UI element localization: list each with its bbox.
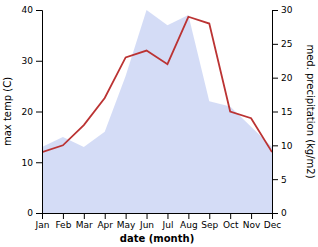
tick-mark bbox=[272, 78, 278, 79]
tick: Nov bbox=[243, 213, 261, 230]
tick-label: Apr bbox=[97, 220, 113, 230]
tick: 30 bbox=[22, 56, 42, 66]
tick: 0 bbox=[27, 208, 42, 218]
tick: Sep bbox=[201, 213, 218, 230]
tick-mark bbox=[272, 112, 278, 113]
tick: May bbox=[117, 213, 136, 230]
tick-mark bbox=[36, 61, 42, 62]
tick-label: 40 bbox=[22, 5, 34, 15]
tick-mark bbox=[209, 213, 210, 219]
tick: Aug bbox=[180, 213, 198, 230]
tick: Jun bbox=[139, 213, 154, 230]
tick-label: 0 bbox=[281, 208, 287, 218]
area bbox=[42, 10, 272, 213]
tick-label: 30 bbox=[22, 56, 34, 66]
tick: 0 bbox=[272, 208, 287, 218]
tick-label: Aug bbox=[180, 220, 198, 230]
tick-label: Feb bbox=[55, 220, 71, 230]
chart: JanFebMarAprMayJunJulAugSepOctNovDec0102… bbox=[0, 0, 318, 247]
tick-mark bbox=[272, 179, 278, 180]
tick: 15 bbox=[272, 107, 292, 117]
tick-mark bbox=[36, 10, 42, 11]
tick-mark bbox=[272, 145, 278, 146]
tick: 20 bbox=[272, 73, 293, 83]
tick: Apr bbox=[97, 213, 113, 230]
tick-mark bbox=[36, 112, 42, 113]
tick: 10 bbox=[22, 158, 42, 168]
chart-area: JanFebMarAprMayJunJulAugSepOctNovDec0102… bbox=[22, 5, 293, 230]
y-axis-title: max temp (C) bbox=[2, 77, 13, 146]
tick-label: Jul bbox=[162, 220, 174, 230]
tick: 25 bbox=[272, 39, 292, 49]
axis-line bbox=[43, 214, 273, 220]
tick-mark bbox=[105, 213, 106, 219]
tick-label: Mar bbox=[76, 220, 93, 230]
tick-label: May bbox=[117, 220, 136, 230]
tick-label: 20 bbox=[22, 107, 34, 117]
tick-mark bbox=[188, 213, 189, 219]
tick-mark bbox=[272, 10, 278, 11]
y2-axis: 0 5 10 15 20 25 30 bbox=[272, 5, 293, 218]
tick-label: 0 bbox=[27, 208, 33, 218]
tick-label: 25 bbox=[281, 39, 292, 49]
tick-label: 10 bbox=[22, 158, 34, 168]
tick: Mar bbox=[76, 213, 93, 230]
tick-mark bbox=[36, 162, 42, 163]
tick-label: Jun bbox=[139, 220, 154, 230]
tick: Jan bbox=[35, 213, 50, 230]
tick-label: 10 bbox=[281, 141, 293, 151]
tick: Jul bbox=[162, 213, 174, 230]
tick: Feb bbox=[55, 213, 71, 230]
tick-mark bbox=[147, 213, 148, 219]
tick: 10 bbox=[272, 141, 293, 151]
tick-label: Oct bbox=[223, 220, 239, 230]
tick-mark bbox=[126, 213, 127, 219]
tick: 5 bbox=[272, 175, 287, 185]
plot bbox=[42, 10, 272, 213]
tick-mark bbox=[36, 213, 42, 214]
tick-label: 30 bbox=[281, 5, 293, 15]
tick-mark bbox=[63, 213, 64, 219]
axis-line bbox=[273, 11, 279, 214]
y2-axis-title: med. precipitation (kg/m2) bbox=[305, 44, 316, 178]
x-axis-title: date (month) bbox=[120, 233, 194, 244]
line bbox=[42, 17, 272, 152]
tick-label: Jan bbox=[35, 220, 50, 230]
tick-label: 15 bbox=[281, 107, 292, 117]
tick-label: 5 bbox=[281, 175, 287, 185]
tick-label: 20 bbox=[281, 73, 293, 83]
tick: Oct bbox=[223, 213, 239, 230]
tick-mark bbox=[167, 213, 168, 219]
tick-mark bbox=[272, 213, 278, 214]
tick-label: Nov bbox=[243, 220, 261, 230]
axis-line bbox=[36, 11, 43, 214]
tick-mark bbox=[272, 44, 278, 45]
y-axis: 0 10 20 30 40 bbox=[22, 5, 43, 218]
tick: 30 bbox=[272, 5, 293, 15]
x-axis: Jan Feb Mar Apr MayJun Jul AugSep Oct NovDec bbox=[35, 213, 282, 230]
tick-mark bbox=[251, 213, 252, 219]
tick-label: Sep bbox=[201, 220, 218, 230]
tick: 40 bbox=[22, 5, 42, 15]
tick-mark bbox=[230, 213, 231, 219]
tick-label: Dec bbox=[264, 220, 281, 230]
tick: 20 bbox=[22, 107, 42, 117]
tick-mark bbox=[84, 213, 85, 219]
tick: Dec bbox=[264, 213, 281, 230]
